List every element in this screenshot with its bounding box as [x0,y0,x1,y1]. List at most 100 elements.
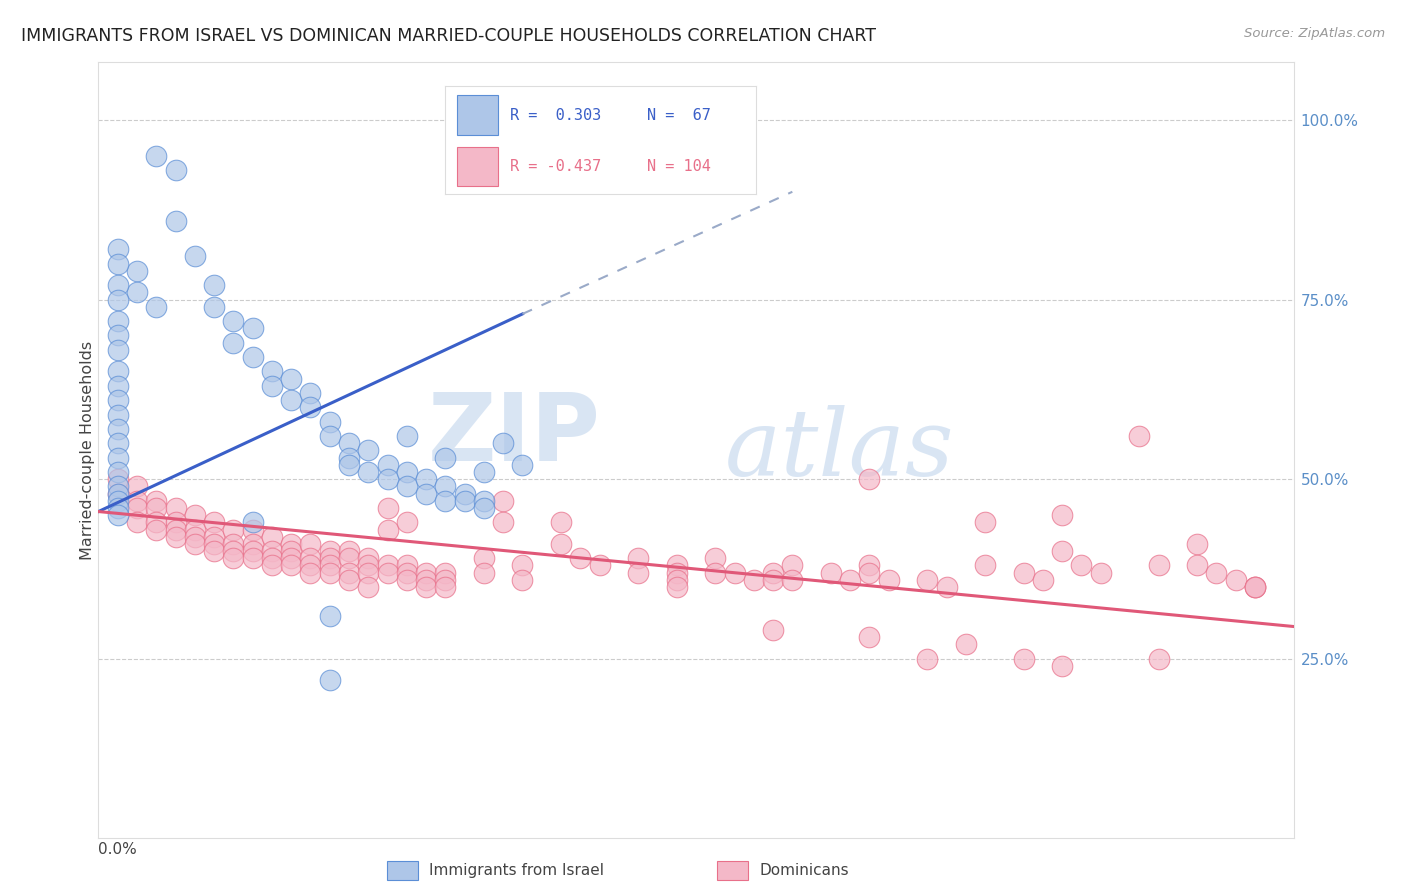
Point [472,566,495,580]
Point [377,523,399,537]
Point [627,551,650,566]
Point [1244,580,1267,594]
Point [512,558,534,573]
Point [260,530,283,544]
Point [337,551,360,566]
Point [222,335,245,350]
Text: 0.0%: 0.0% [98,842,138,857]
Point [762,573,785,587]
Point [704,566,727,580]
Point [357,443,380,458]
Point [299,537,322,551]
Point [588,558,610,573]
Point [242,551,264,566]
Point [260,544,283,558]
Point [202,530,225,544]
Point [434,580,457,594]
Point [222,551,245,566]
Point [145,523,167,537]
Point [242,321,264,335]
Point [319,551,342,566]
Point [472,500,495,515]
Point [280,393,302,408]
Text: Immigrants from Israel: Immigrants from Israel [429,863,603,878]
Point [319,558,342,573]
Point [319,429,342,443]
Text: Dominicans: Dominicans [759,863,849,878]
Point [357,558,380,573]
Point [415,472,437,486]
Point [107,314,129,328]
Point [184,523,207,537]
Point [858,630,880,644]
Point [357,551,380,566]
Point [337,566,360,580]
Point [107,465,129,479]
Point [107,364,129,378]
Point [184,250,207,264]
Point [145,500,167,515]
Point [858,566,880,580]
Point [395,516,418,530]
Point [1012,652,1035,666]
Point [550,537,572,551]
Point [242,350,264,364]
Point [107,408,129,422]
Point [202,300,225,314]
Point [125,493,148,508]
Point [955,637,977,651]
Point [222,537,245,551]
Point [165,500,187,515]
Point [202,537,225,551]
Point [107,508,129,523]
Point [299,558,322,573]
Point [395,479,418,493]
Point [165,213,187,227]
Text: ZIP: ZIP [427,389,600,481]
Point [202,278,225,293]
Point [377,500,399,515]
Point [242,523,264,537]
Point [453,486,475,500]
Point [107,422,129,436]
Point [107,500,129,515]
Point [125,500,148,515]
Point [453,493,475,508]
Point [665,573,688,587]
Point [145,300,167,314]
Point [260,379,283,393]
Point [165,516,187,530]
Point [762,623,785,637]
Point [395,566,418,580]
Point [107,486,129,500]
Point [415,573,437,587]
Point [337,458,360,472]
Point [125,285,148,300]
Point [222,314,245,328]
Point [107,328,129,343]
Point [260,364,283,378]
Point [762,566,785,580]
Point [107,278,129,293]
Point [125,516,148,530]
Point [377,458,399,472]
Point [434,573,457,587]
Point [107,486,129,500]
Point [472,551,495,566]
Point [782,558,804,573]
Point [665,558,688,573]
Point [337,450,360,465]
Point [974,516,997,530]
Point [434,450,457,465]
Point [1225,573,1247,587]
Point [107,493,129,508]
Point [299,551,322,566]
Point [1147,652,1170,666]
Point [665,566,688,580]
Point [512,458,534,472]
Point [512,573,534,587]
Point [492,493,515,508]
Point [704,551,727,566]
Point [337,573,360,587]
Point [1070,558,1092,573]
